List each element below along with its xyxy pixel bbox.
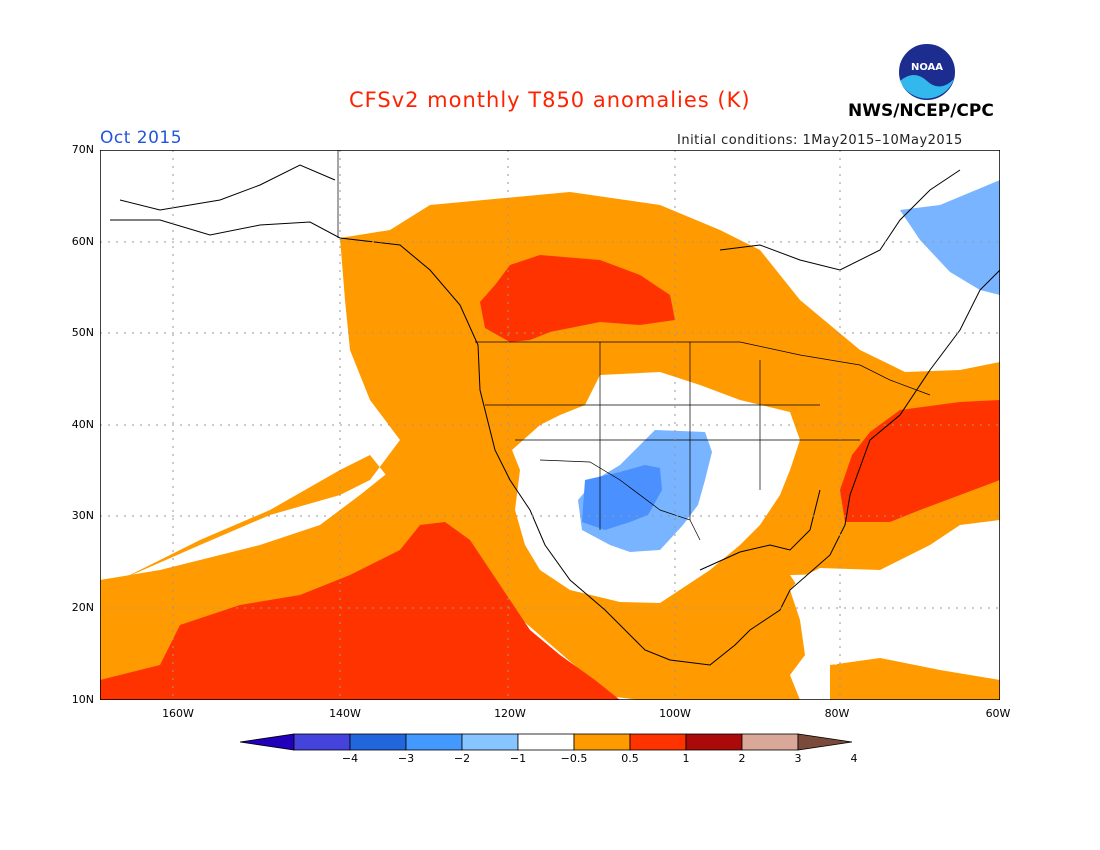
warm-anomaly-caribbean xyxy=(830,658,1000,700)
map-title: CFSv2 monthly T850 anomalies (K) xyxy=(349,88,751,112)
hot-anomaly-canada xyxy=(480,255,675,342)
colorbar-segment xyxy=(517,733,575,751)
lon-label: 140W xyxy=(329,707,361,720)
coastlines xyxy=(110,164,1000,666)
colorbar-segment xyxy=(685,733,743,751)
colorbar-label: 2 xyxy=(738,752,746,765)
colorbar-label: −3 xyxy=(397,752,415,765)
neutral-region-caribbean xyxy=(790,570,1000,670)
political-borders xyxy=(337,150,931,541)
colorbar-label: −0.5 xyxy=(560,752,588,765)
colorbar-label: 4 xyxy=(850,752,858,765)
lon-label: 100W xyxy=(659,707,691,720)
lat-label: 20N xyxy=(71,601,94,614)
anomaly-map xyxy=(100,150,1000,700)
noaa-logo: NOAA xyxy=(897,42,957,102)
colorbar-segment xyxy=(461,733,519,751)
lon-label: 80W xyxy=(824,707,850,720)
colorbar-label: 3 xyxy=(794,752,802,765)
colorbar-arrow-low xyxy=(239,733,295,751)
initial-conditions: Initial conditions: 1May2015–10May2015 xyxy=(677,133,963,148)
colorbar-segment xyxy=(293,733,351,751)
cool-anomaly-labrador xyxy=(900,180,1000,295)
colorbar-segment xyxy=(573,733,631,751)
colorbar-label: 0.5 xyxy=(621,752,639,765)
lon-label: 60W xyxy=(985,707,1011,720)
colorbar-segment xyxy=(349,733,407,751)
agency-label: NWS/NCEP/CPC xyxy=(848,101,994,121)
lat-label: 50N xyxy=(71,326,94,339)
colorbar-segment xyxy=(405,733,463,751)
lat-label: 70N xyxy=(71,143,94,156)
lat-label: 10N xyxy=(71,693,94,706)
lat-label: 60N xyxy=(71,235,94,248)
colorbar-arrow-high xyxy=(797,733,853,751)
colorbar-label: −4 xyxy=(341,752,359,765)
lon-label: 120W xyxy=(494,707,526,720)
lat-label: 40N xyxy=(71,418,94,431)
colorbar xyxy=(239,733,853,751)
colorbar-segment xyxy=(629,733,687,751)
cool-anomaly-core xyxy=(582,465,662,530)
colorbar-label: 1 xyxy=(682,752,690,765)
logo-text: NOAA xyxy=(911,62,943,73)
lon-label: 160W xyxy=(162,707,194,720)
forecast-month: Oct 2015 xyxy=(100,128,183,148)
colorbar-label: −2 xyxy=(453,752,471,765)
graticule xyxy=(100,150,1000,700)
colorbar-segment xyxy=(741,733,799,751)
hot-anomaly-pacific xyxy=(100,522,620,700)
colorbar-label: −1 xyxy=(509,752,527,765)
lat-label: 30N xyxy=(71,509,94,522)
hot-anomaly-atlantic xyxy=(840,400,1000,522)
